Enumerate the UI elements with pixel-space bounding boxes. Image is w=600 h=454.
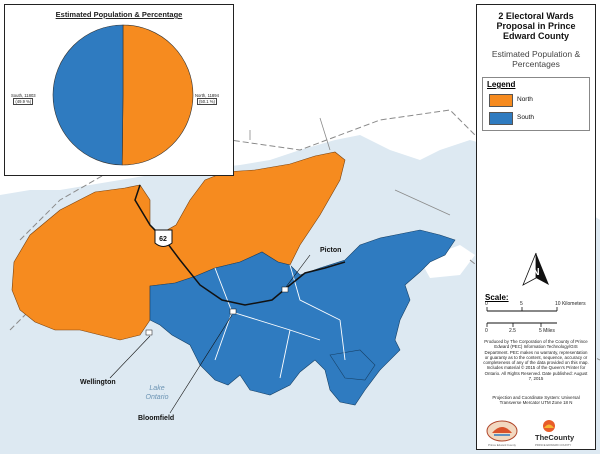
scale-mi-25: 2.5 — [509, 328, 516, 334]
scale-bar — [486, 307, 558, 327]
county-logo-right-icon — [543, 420, 555, 432]
lake-ontario-label-line: Ontario — [146, 394, 169, 401]
bloomfield-marker — [229, 308, 237, 315]
township-line — [249, 117, 451, 216]
scale-km-0: 0 — [485, 301, 488, 307]
pie-slice-south — [52, 24, 124, 166]
internal-boundaries — [214, 264, 346, 379]
highway-62 — [134, 184, 346, 306]
wellington-leader — [109, 335, 151, 379]
north-arrow-icon: N — [522, 252, 549, 286]
map-title: 2 Electoral Wards Proposal in Prince Edw… — [496, 11, 576, 41]
county-logo-right-text: TheCounty — [535, 433, 575, 442]
south-slice-label: South, 11803 (49.9 %) — [11, 93, 36, 106]
map-info-panel: 2 Electoral Wards Proposal in Prince Edw… — [476, 4, 596, 450]
scale-title: Scale: — [485, 293, 509, 302]
legend-north-swatch — [489, 94, 513, 107]
map-subtitle: Estimated Population & Percentages — [491, 49, 581, 69]
county-logo-left-text: Prince Edward County — [488, 443, 516, 447]
north-slice-label: North, 11894 (50.1 %) — [195, 93, 219, 106]
wellington-marker — [145, 329, 153, 336]
pie-slice-north — [121, 24, 194, 166]
scale-km-5: 5 — [520, 301, 523, 307]
island-land — [420, 245, 475, 278]
county-logo-left — [486, 420, 518, 442]
scale-km-10: 10 Kilometers — [555, 301, 586, 307]
bloomfield-leader — [169, 314, 233, 414]
picton-label: Picton — [320, 247, 341, 254]
wellington-label: Wellington — [80, 379, 116, 386]
chart-title: Estimated Population & Percentage — [55, 10, 183, 19]
picton-marker — [281, 286, 289, 293]
north-ward — [11, 151, 346, 341]
legend: Legend North South — [482, 77, 590, 131]
scale-mi-5: 5 Miles — [539, 328, 555, 334]
legend-south-label: South — [517, 114, 534, 121]
bloomfield-label: Bloomfield — [138, 415, 174, 422]
legend-north-label: North — [517, 96, 533, 103]
scale-mi-0: 0 — [485, 328, 488, 334]
highway-62-shield — [154, 229, 173, 247]
south-ward — [149, 229, 456, 406]
legend-south-swatch — [489, 112, 513, 125]
south-ward-east-arm — [329, 349, 376, 381]
pie-chart — [52, 24, 194, 166]
county-logo-right-subtext: PRINCE EDWARD COUNTY — [535, 443, 572, 447]
legend-title: Legend — [487, 80, 516, 89]
picton-leader — [285, 254, 311, 288]
lake-ontario-label-line: Lake — [149, 385, 164, 392]
credit-text: Produced by The Corporation of the Count… — [483, 339, 589, 382]
lake-ontario-label: Lake Ontario — [146, 385, 169, 401]
projection-text: Projection and Coordinate System: Univer… — [492, 395, 580, 406]
shield-label: 62 — [159, 236, 167, 243]
population-chart-inset: Estimated Population & Percentage South,… — [4, 4, 234, 176]
north-arrow-letter: N — [532, 267, 539, 278]
